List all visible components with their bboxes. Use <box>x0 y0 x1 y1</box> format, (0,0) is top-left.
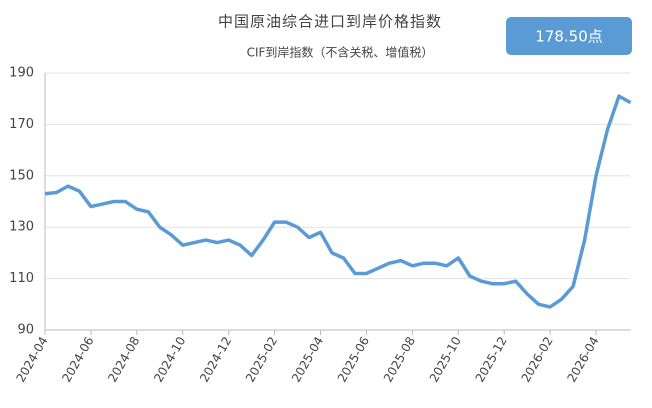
x-tick-label: 2025-12 <box>473 334 510 384</box>
chart-title: 中国原油综合进口到岸价格指数 <box>218 13 442 31</box>
x-tick-label: 2025-04 <box>289 334 326 384</box>
x-tick-label: 2024-04 <box>13 334 50 384</box>
x-tick-label: 2025-06 <box>335 334 372 384</box>
y-tick-label: 190 <box>9 66 34 81</box>
x-tick-label: 2024-10 <box>151 334 188 384</box>
badge: 178.50点 <box>535 28 603 46</box>
chart-subtitle: CIF到岸指数（不含关税、增值税） <box>247 45 434 60</box>
x-tick-label: 2025-02 <box>243 334 280 384</box>
x-tick-label: 2025-10 <box>427 334 464 384</box>
x-tick-label: 2024-12 <box>197 334 234 384</box>
y-tick-label: 130 <box>9 220 34 235</box>
y-tick-label: 150 <box>9 168 34 183</box>
y-tick-label: 170 <box>9 117 34 132</box>
x-tick-label: 2026-02 <box>519 334 556 384</box>
x-tick-label: 2026-04 <box>564 334 601 384</box>
badge-box <box>506 17 632 55</box>
data-line <box>44 94 632 309</box>
x-tick-label: 2024-08 <box>105 334 142 384</box>
x-tick-label: 2024-06 <box>59 334 96 384</box>
y-tick-label: 90 <box>17 323 34 338</box>
x-tick-label: 2025-08 <box>381 334 418 384</box>
y-tick-label: 110 <box>9 271 34 286</box>
